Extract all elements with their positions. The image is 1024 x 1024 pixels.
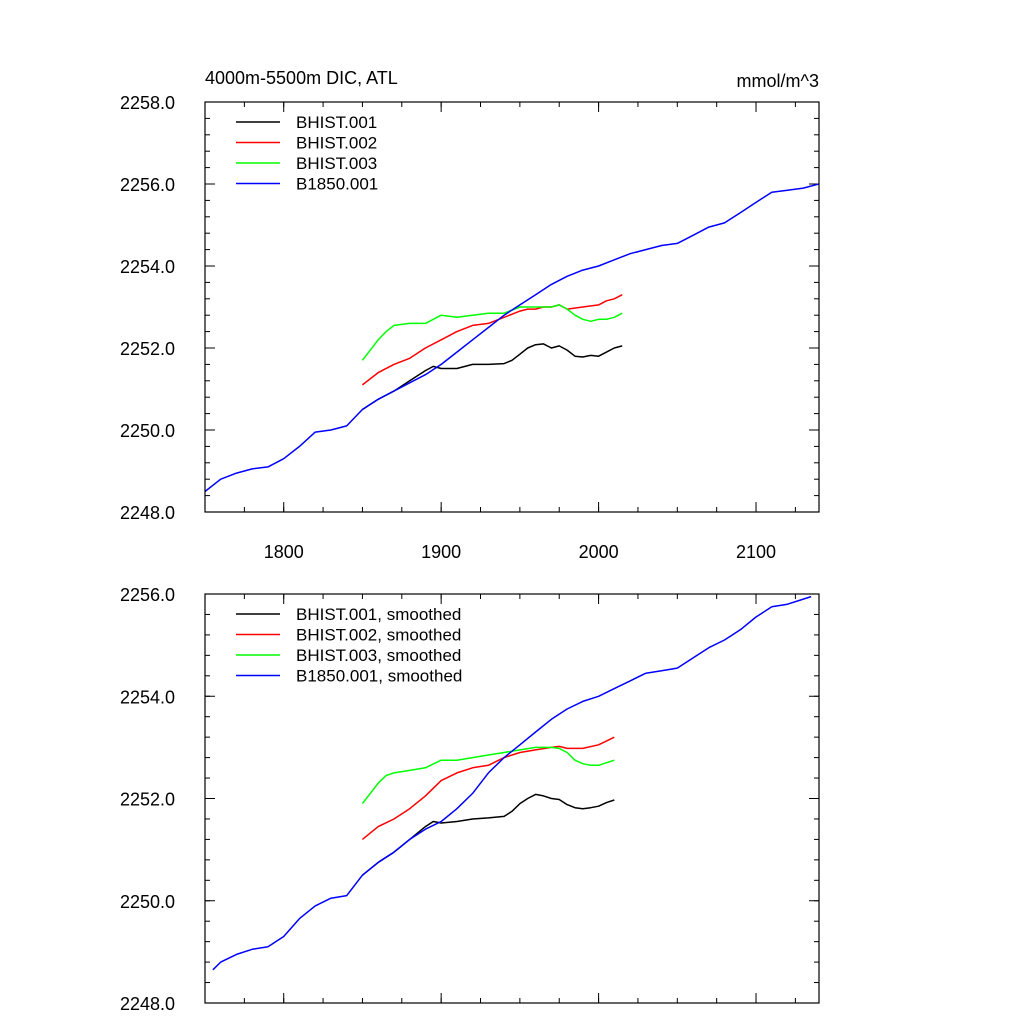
series-line-bhist-001-smoothed bbox=[361, 793, 615, 876]
legend: BHIST.001, smoothed BHIST.002, smoothedBH… bbox=[236, 605, 462, 686]
legend-label: BHIST.003, smoothed bbox=[296, 646, 461, 665]
y-tick-label: 2248.0 bbox=[120, 994, 175, 1014]
legend-label: BHIST.001, smoothed bbox=[296, 605, 461, 624]
y-tick-label: 2252.0 bbox=[120, 339, 175, 359]
y-tick-label: 2250.0 bbox=[120, 892, 175, 912]
y-tick-label: 2248.0 bbox=[120, 503, 175, 523]
legend-label: B1850.001 bbox=[296, 175, 378, 194]
series-line-bhist-002-smoothed bbox=[361, 736, 615, 840]
series-line-bhist-003 bbox=[361, 304, 623, 361]
y-tick-label: 2252.0 bbox=[120, 790, 175, 810]
legend-label: BHIST.001 bbox=[296, 113, 377, 132]
series-line-bhist-001 bbox=[361, 343, 623, 411]
chart-title: 4000m-5500m DIC, ATL bbox=[205, 68, 398, 88]
y-tick-label: 2254.0 bbox=[120, 687, 175, 707]
units-label: mmol/m^3 bbox=[737, 71, 819, 91]
series-line-b1850-001 bbox=[205, 183, 819, 493]
plot-frame bbox=[204, 593, 820, 1004]
series-line-bhist-002 bbox=[361, 294, 623, 386]
y-tick-label: 2256.0 bbox=[120, 175, 175, 195]
y-tick-label: 2256.0 bbox=[120, 585, 175, 605]
series-line-b1850-001-smoothed bbox=[212, 595, 812, 971]
y-tick-label: 2254.0 bbox=[120, 257, 175, 277]
legend-label: BHIST.002, smoothed bbox=[296, 626, 461, 645]
x-tick-label: 2100 bbox=[736, 542, 776, 562]
legend-label: B1850.001, smoothed bbox=[296, 667, 462, 686]
x-tick-label: 2000 bbox=[579, 542, 619, 562]
series-line-bhist-003-smoothed bbox=[361, 746, 615, 805]
plot-frame bbox=[204, 101, 820, 513]
x-tick-label: 1900 bbox=[421, 542, 461, 562]
series-lines bbox=[212, 595, 812, 971]
y-tick-label: 2258.0 bbox=[120, 93, 175, 113]
series-lines bbox=[205, 183, 819, 493]
bottom-panel: 2248.0 2250.0 2252.0 2254.0 2256.0 BHIST.001,… bbox=[120, 585, 820, 1014]
legend-label: BHIST.003 bbox=[296, 154, 377, 173]
y-tick-label: 2250.0 bbox=[120, 421, 175, 441]
top-panel: 2248.0 2250.0 2252.0 2254.0 2256.0 2258.0 1800… bbox=[120, 68, 820, 562]
legend-label: BHIST.002 bbox=[296, 134, 377, 153]
x-tick-label: 1800 bbox=[264, 542, 304, 562]
